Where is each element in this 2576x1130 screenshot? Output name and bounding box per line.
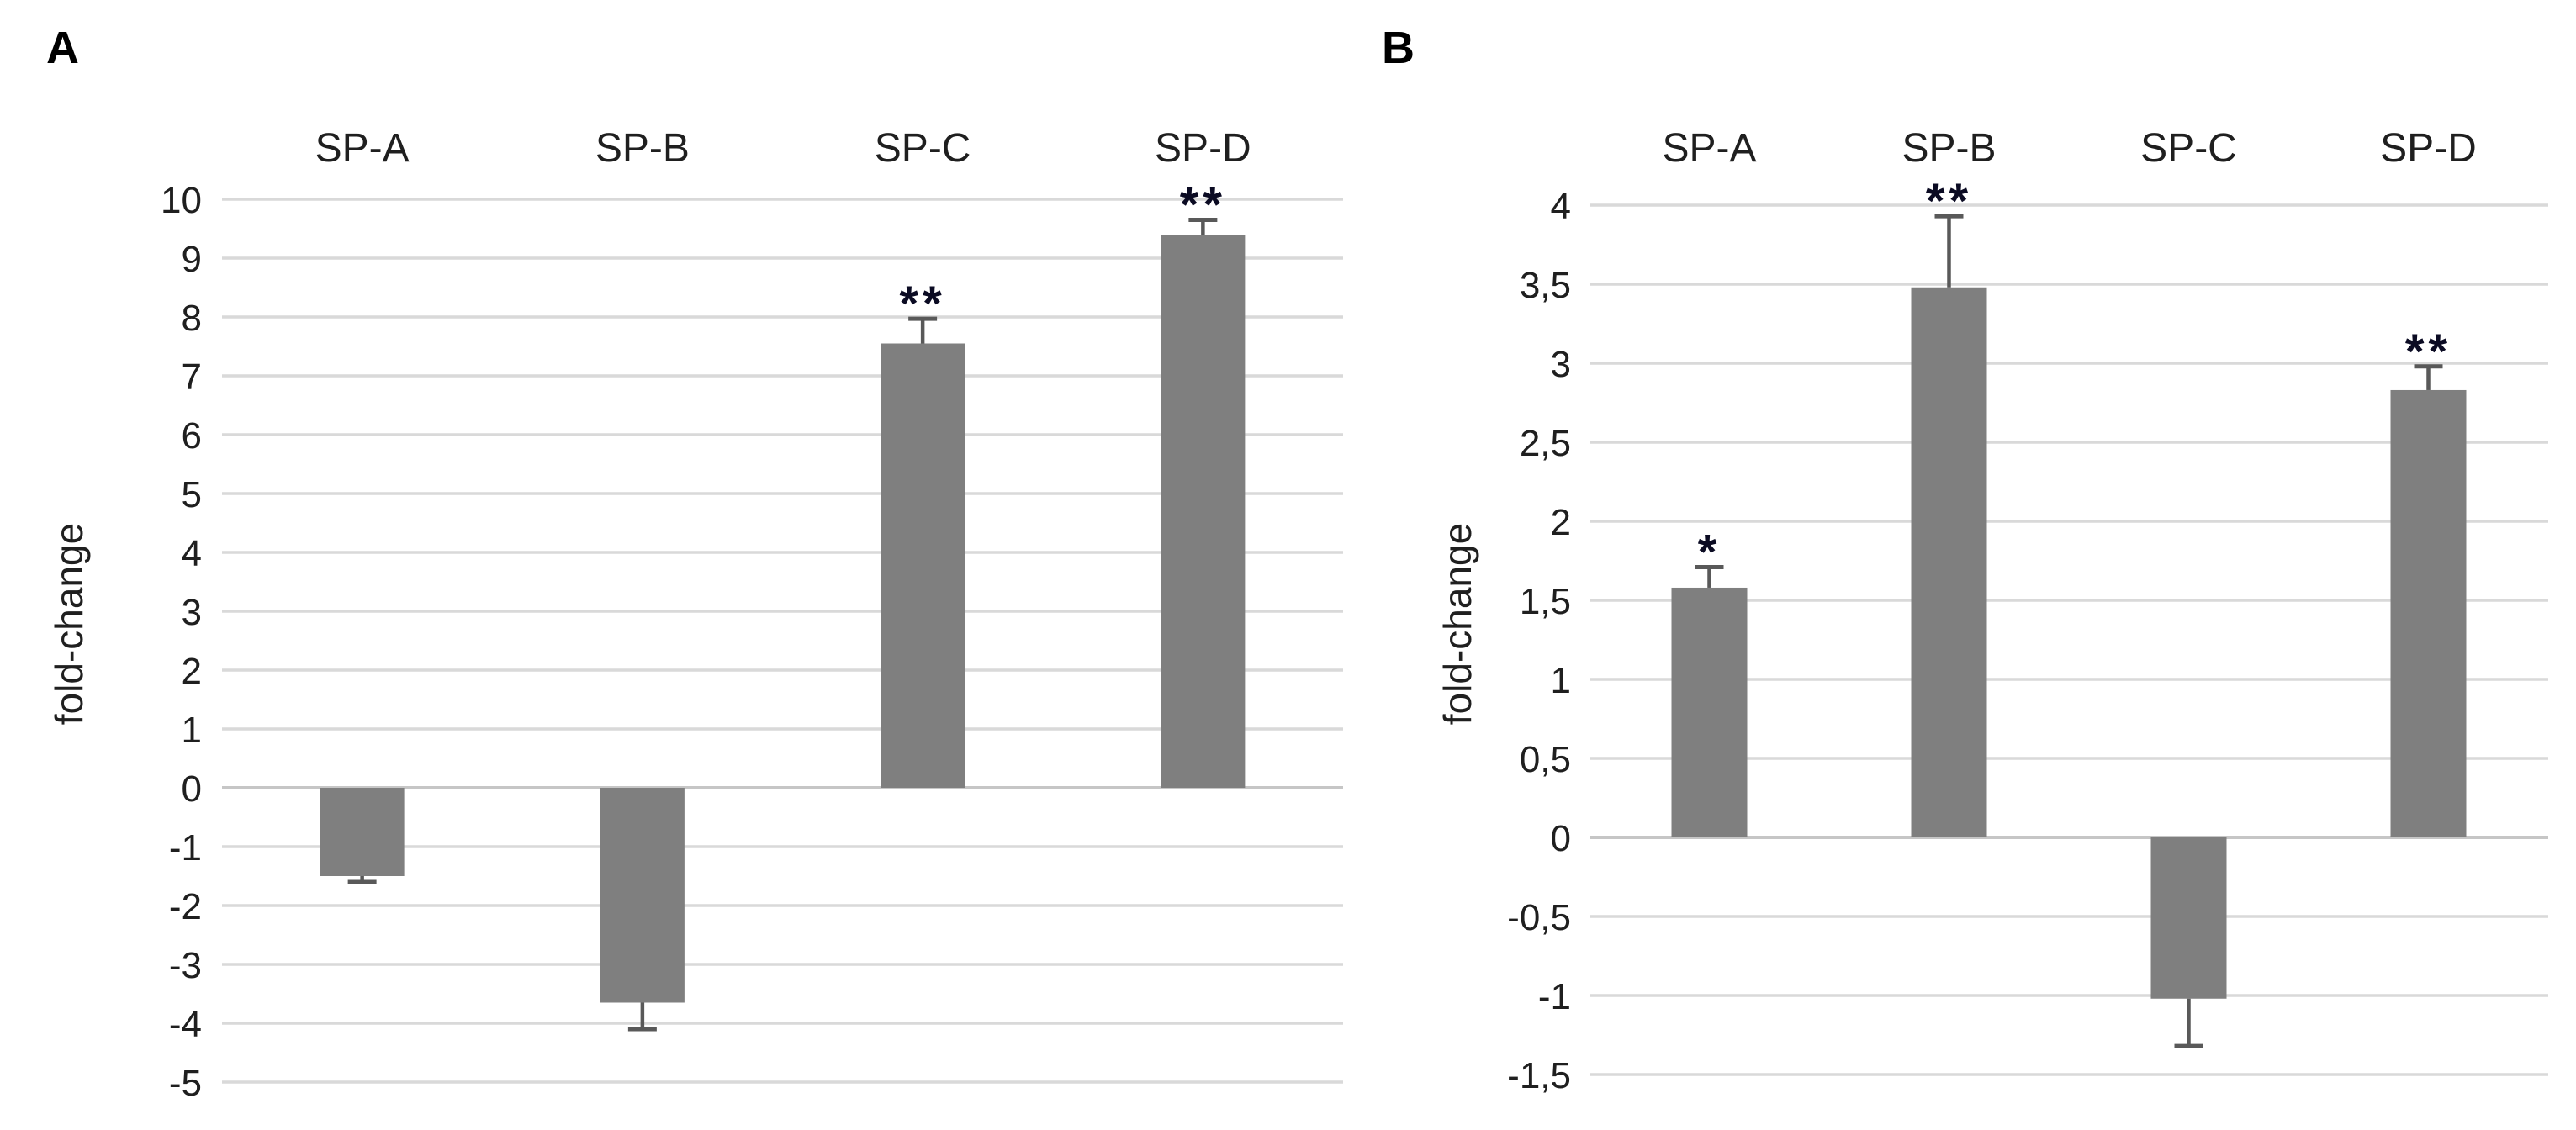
panel-b-ytick-label: 1,5 [1520,581,1571,622]
panel-b-ytick-label: 3 [1551,344,1571,385]
panel-a-ytick-label: 1 [182,710,202,751]
panel-b-ytick-label: 3,5 [1520,265,1571,306]
panel-b-y-axis-title: fold-change [1436,522,1479,726]
panel-a-ytick-label: -2 [169,886,202,927]
panel-a-ytick-label: 7 [182,356,202,398]
panel-a-ytick-label: 6 [182,415,202,457]
panel-a-ytick-label: 4 [182,533,202,574]
panel-a-bar-SP-D [1161,235,1246,788]
panel-a-ytick-label: -5 [169,1063,202,1104]
panel-b-ytick-label: 0 [1551,818,1571,859]
panel-b-bar-SP-A [1671,587,1748,837]
panel-b-letter: B [1382,23,1415,73]
panel-a-ytick-label: 10 [161,180,202,221]
panel-b-ytick-label: 4 [1551,186,1571,227]
panel-b-category-label-SP-C: SP-C [2140,126,2237,171]
panel-b-category-label-SP-B: SP-B [1902,126,1996,171]
panel-a-ytick-label: 0 [182,768,202,810]
panel-b-significance-SP-A: * [1698,525,1722,580]
panel-a-ytick-label: -4 [169,1004,202,1045]
panel-a-ytick-label: 9 [182,239,202,280]
panel-b-category-label-SP-D: SP-D [2380,126,2477,171]
panel-b-bar-SP-C [2150,837,2227,999]
panel-b-ytick-label: -1,5 [1507,1055,1571,1096]
panel-b-ytick-label: 2,5 [1520,423,1571,464]
panel-a-significance-SP-D: ** [1180,178,1226,233]
panel-a-y-axis-title: fold-change [47,522,91,726]
panel-a-ytick-label: -1 [169,827,202,869]
panel-b-ytick-label: -1 [1538,976,1571,1017]
panel-b-plot: 43,532,521,510,50-0,5-1-1,5SP-A*SP-B**SP… [1507,126,2548,1096]
panel-a-significance-SP-C: ** [900,277,946,331]
panel-a-category-label-SP-B: SP-B [595,126,690,171]
panel-b-significance-SP-B: ** [1926,174,1972,229]
panel-b-bar-SP-D [2390,389,2467,838]
panel-a-category-label-SP-A: SP-A [315,126,410,171]
panel-b-ytick-label: 1 [1551,660,1571,701]
panel-b-bar-SP-B [1911,287,1987,837]
panel-b-ytick-label: -0,5 [1507,897,1571,938]
panel-a-ytick-label: 8 [182,298,202,339]
panel-a-bar-SP-C [881,343,965,788]
panel-b-ytick-label: 0,5 [1520,739,1571,780]
panel-a-letter: A [46,23,79,73]
panel-b-category-label-SP-A: SP-A [1662,126,1756,171]
panel-b-ytick-label: 2 [1551,502,1571,543]
panel-a-ytick-label: 3 [182,592,202,633]
panel-a-ytick-label: -3 [169,945,202,986]
panel-a-bar-SP-B [600,788,685,1003]
panel-a-category-label-SP-D: SP-D [1155,126,1251,171]
panel-a-bar-SP-A [320,788,405,876]
panel-b-significance-SP-D: ** [2405,325,2452,379]
panel-a-ytick-label: 5 [182,474,202,515]
panel-a-category-label-SP-C: SP-C [875,126,971,171]
panel-a-ytick-label: 2 [182,651,202,692]
